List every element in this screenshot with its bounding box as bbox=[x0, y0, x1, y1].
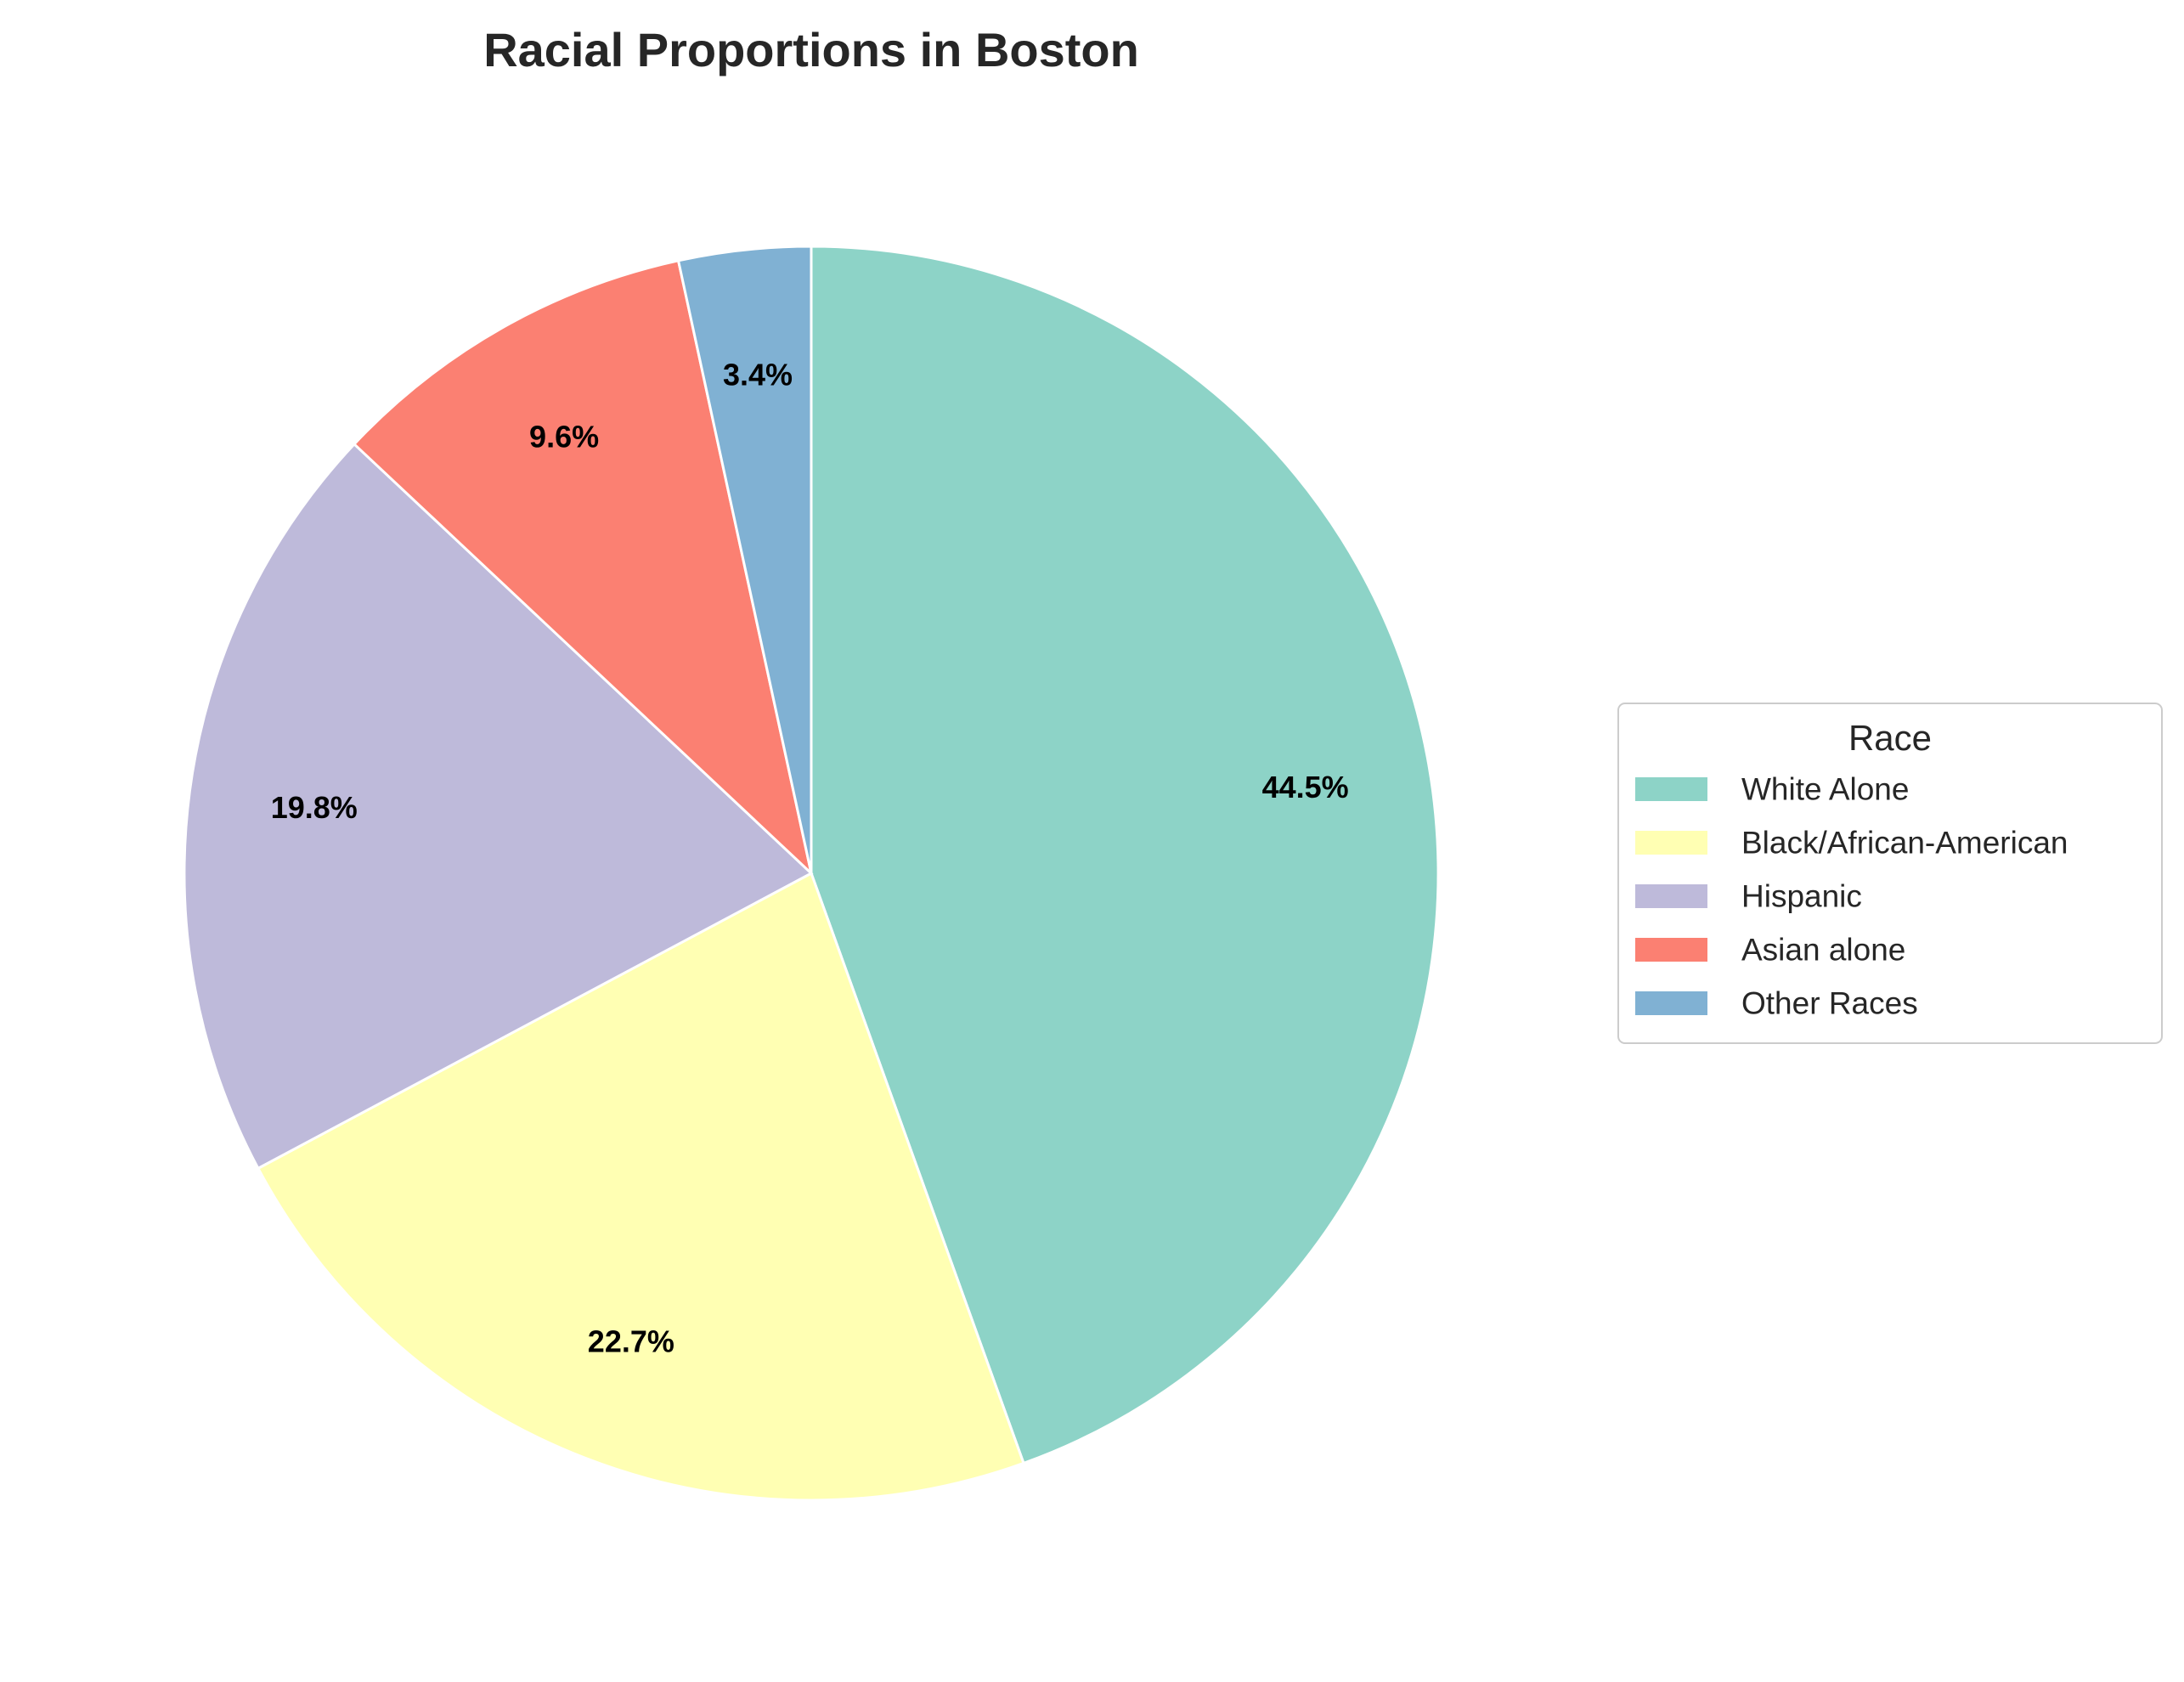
pie-slice-white-alone bbox=[810, 245, 1440, 1465]
legend-label-hispanic: Hispanic bbox=[1741, 879, 1862, 914]
slice-value-label-hispanic: 19.8% bbox=[271, 790, 358, 825]
legend-swatch-other-races bbox=[1635, 991, 1707, 1015]
pie-slice-other-races bbox=[676, 245, 813, 874]
legend-swatch-hispanic bbox=[1635, 884, 1707, 908]
legend-title: Race bbox=[1848, 718, 1932, 758]
pie-slices bbox=[183, 245, 1440, 1502]
legend-frame bbox=[1617, 703, 2163, 1044]
legend-label-white-alone: White Alone bbox=[1741, 772, 1909, 807]
legend-label-other-races: Other Races bbox=[1741, 986, 1918, 1021]
pie-slice-black-african-american bbox=[256, 871, 1025, 1502]
legend-swatch-black-african-american bbox=[1635, 831, 1707, 855]
legend: Race White Alone Black/African-American Hi… bbox=[1617, 703, 2163, 1044]
legend-label-asian-alone: Asian alone bbox=[1741, 933, 1905, 968]
pie-slice-hispanic bbox=[183, 442, 814, 1171]
legend-swatch-asian-alone bbox=[1635, 938, 1707, 962]
legend-items: White Alone Black/African-American Hispani… bbox=[1635, 772, 2068, 1021]
pie-slice-asian-alone bbox=[352, 258, 814, 878]
chart-title: Racial Proportions in Boston bbox=[483, 23, 1139, 76]
legend-swatch-white-alone bbox=[1635, 777, 1707, 801]
slice-value-label-other-races: 3.4% bbox=[723, 357, 793, 392]
pie-slice-labels: 44.5% 22.7% 19.8% 9.6% 3.4% bbox=[271, 357, 1349, 1358]
slice-value-label-asian-alone: 9.6% bbox=[529, 420, 599, 454]
slice-value-label-white-alone: 44.5% bbox=[1262, 770, 1349, 804]
slice-value-label-black-african-american: 22.7% bbox=[588, 1324, 674, 1358]
legend-label-black-african-american: Black/African-American bbox=[1741, 826, 2068, 861]
